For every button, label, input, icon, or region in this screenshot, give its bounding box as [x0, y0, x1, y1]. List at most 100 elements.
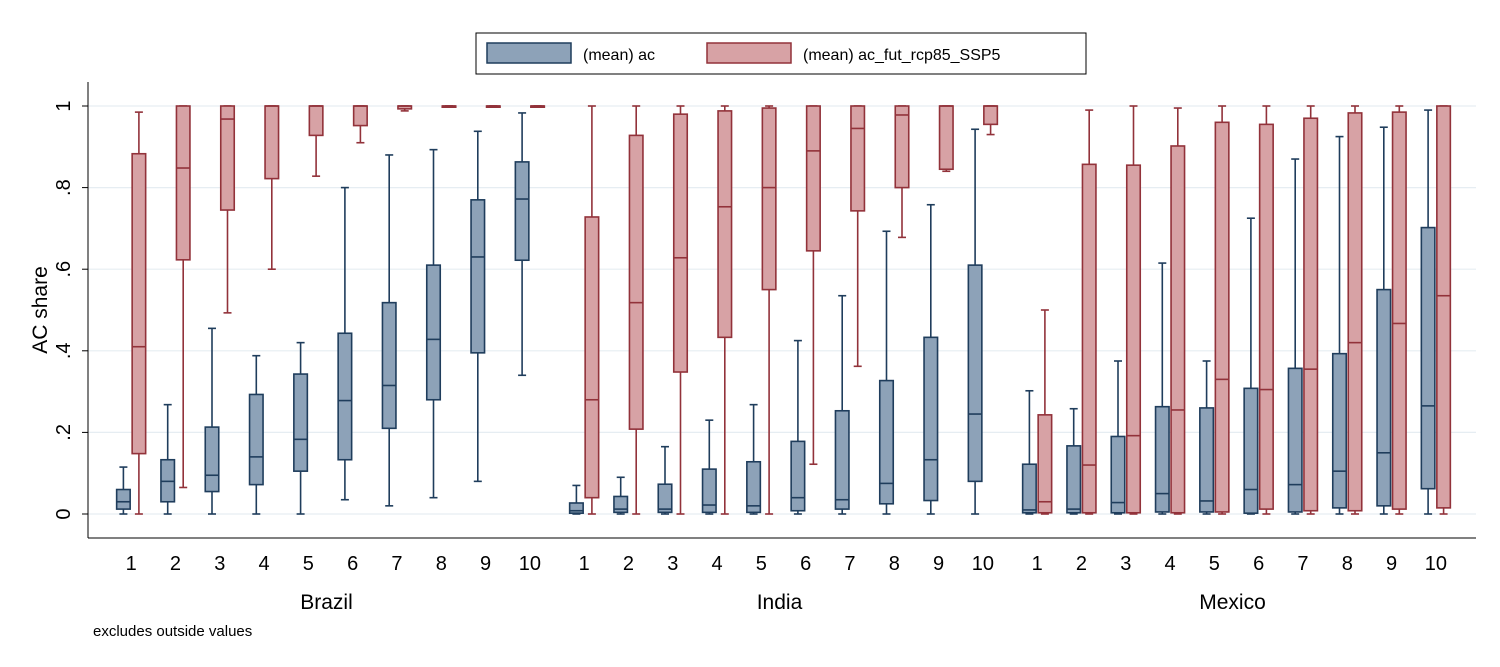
box-mexico-10-ac-fut — [1436, 105, 1452, 515]
box-mexico-2-ac — [1066, 407, 1082, 515]
box-india-3-ac-fut — [672, 105, 689, 515]
box-brazil-2-ac — [160, 403, 176, 515]
x-tick-label: 3 — [214, 553, 225, 575]
axes: 0 .2 .4 .6 .8 1 1 2 3 4 5 6 7 8 9 10 Brazil 1 2 3 4 5 6 7 8 9 10 In… — [53, 82, 1476, 614]
x-tick-label: 7 — [391, 553, 402, 575]
box-mexico-1-ac — [1021, 389, 1037, 515]
y-tick-label: 1 — [53, 100, 75, 111]
box-mexico-4-ac-fut — [1170, 107, 1186, 515]
x-tick-label: 1 — [579, 553, 590, 575]
box-india-7-ac — [834, 294, 850, 515]
box-iqr — [938, 105, 954, 171]
x-tick-label: 2 — [1076, 553, 1087, 575]
box-mexico-8-ac — [1331, 135, 1348, 515]
x-tick-label: 8 — [889, 553, 900, 575]
y-tick-label: 0 — [53, 508, 75, 519]
box-iqr — [584, 216, 600, 499]
box-iqr — [983, 105, 999, 126]
box-iqr — [1021, 463, 1037, 514]
box-mexico-5-ac-fut — [1214, 105, 1230, 515]
box-brazil-1-ac-fut — [131, 111, 147, 515]
box-brazil-4-ac-fut — [264, 105, 280, 271]
box-mexico-9-ac-fut — [1391, 105, 1407, 515]
box-mexico-5-ac — [1199, 360, 1215, 515]
x-tick-label: 9 — [933, 553, 944, 575]
box-brazil-5-ac-fut — [308, 105, 324, 177]
box-iqr — [1110, 435, 1126, 514]
x-tick-label: 3 — [1120, 553, 1131, 575]
box-brazil-6-ac — [337, 186, 353, 501]
box-mexico-1-ac-fut — [1037, 309, 1053, 515]
x-tick-label: 4 — [1164, 553, 1175, 575]
legend: (mean) ac (mean) ac_fut_rcp85_SSP5 — [475, 32, 1087, 75]
box-iqr — [834, 409, 850, 510]
box-india-9-ac — [923, 203, 939, 515]
box-mexico-4-ac — [1154, 262, 1170, 515]
box-iqr — [878, 379, 895, 505]
box-brazil-3-ac — [204, 327, 220, 515]
y-tick-label: .4 — [53, 342, 75, 359]
x-tick-label: 2 — [623, 553, 634, 575]
box-iqr — [761, 107, 777, 291]
box-iqr — [805, 105, 821, 252]
x-tick-label: 10 — [972, 553, 994, 575]
box-mexico-6-ac — [1243, 217, 1259, 515]
box-brazil-8-ac-fut — [441, 105, 457, 109]
box-india-2-ac — [613, 476, 629, 515]
box-iqr — [381, 301, 397, 430]
box-india-1-ac — [568, 484, 584, 515]
x-tick-label: 8 — [436, 553, 447, 575]
box-iqr — [613, 495, 629, 514]
box-mexico-9-ac — [1376, 126, 1392, 515]
box-iqr — [470, 199, 486, 354]
box-india-8-ac — [878, 230, 895, 515]
box-iqr — [568, 502, 584, 514]
box-iqr — [131, 152, 147, 455]
box-iqr — [1081, 163, 1097, 514]
box-iqr — [923, 336, 939, 502]
box-brazil-8-ac — [425, 148, 442, 499]
box-iqr — [115, 488, 131, 510]
box-india-4-ac-fut — [717, 105, 733, 515]
box-brazil-9-ac-fut — [485, 105, 501, 109]
box-mexico-8-ac-fut — [1347, 105, 1363, 515]
box-iqr — [672, 113, 689, 373]
box-brazil-7-ac-fut — [397, 105, 413, 112]
box-india-6-ac — [790, 339, 806, 515]
boxes — [115, 105, 1452, 515]
box-mexico-3-ac — [1110, 360, 1126, 515]
box-india-6-ac-fut — [805, 105, 821, 466]
box-iqr — [1066, 445, 1082, 514]
box-india-10-ac-fut — [983, 105, 999, 136]
legend-label-ac: (mean) ac — [583, 47, 655, 64]
box-brazil-10-ac — [514, 112, 530, 377]
x-tick-label: 6 — [347, 553, 358, 575]
box-brazil-4-ac — [248, 354, 264, 515]
legend-swatch-ac — [486, 42, 572, 64]
box-iqr — [1199, 407, 1215, 513]
box-iqr — [1214, 121, 1230, 513]
x-tick-label: 3 — [667, 553, 678, 575]
box-iqr — [1287, 367, 1303, 513]
box-brazil-1-ac — [115, 466, 131, 515]
group-label: India — [757, 591, 803, 614]
x-tick-label: 9 — [480, 553, 491, 575]
x-tick-label: 8 — [1342, 553, 1353, 575]
x-tick-label: 6 — [800, 553, 811, 575]
box-iqr — [1303, 117, 1319, 512]
chart-note: excludes outside values — [93, 623, 252, 640]
box-iqr — [1170, 145, 1186, 514]
box-iqr — [701, 468, 717, 514]
y-tick-label: .8 — [53, 179, 75, 196]
y-tick-label: .2 — [53, 424, 75, 441]
box-iqr — [1391, 111, 1407, 510]
box-iqr — [175, 105, 191, 261]
box-iqr — [293, 373, 309, 472]
box-iqr — [425, 264, 442, 401]
box-brazil-2-ac-fut — [175, 105, 191, 489]
legend-swatch-ac-fut — [706, 42, 792, 64]
box-mexico-7-ac-fut — [1303, 105, 1319, 515]
x-tick-label: 5 — [756, 553, 767, 575]
